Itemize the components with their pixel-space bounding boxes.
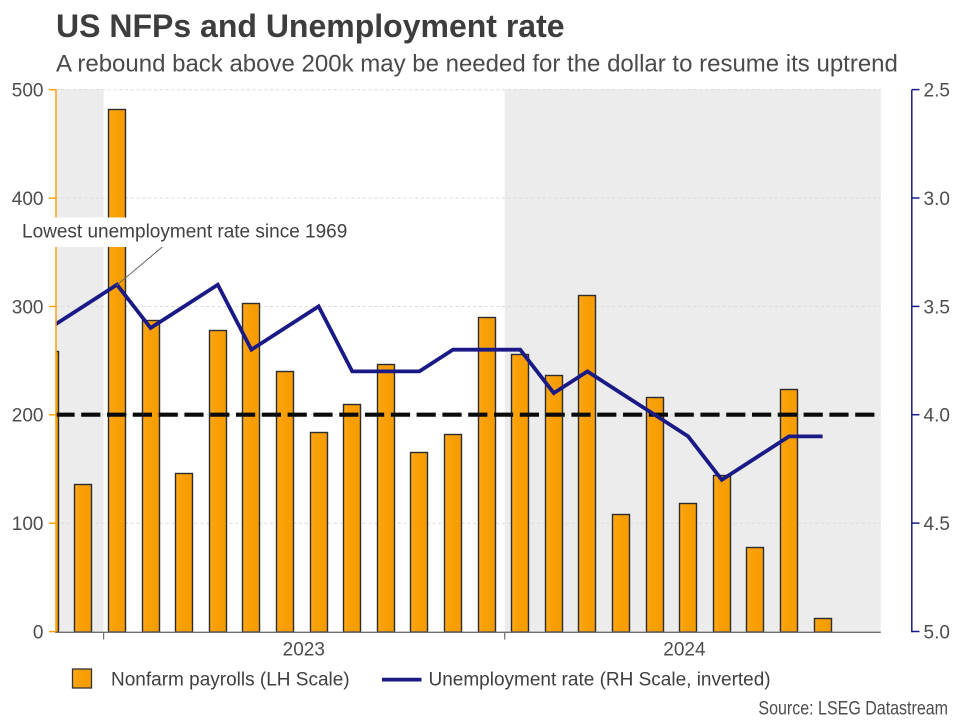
svg-text:Lowest unemployment rate since: Lowest unemployment rate since 1969 bbox=[22, 222, 347, 243]
svg-text:2024: 2024 bbox=[663, 640, 706, 661]
svg-text:5.0: 5.0 bbox=[924, 622, 950, 643]
svg-text:3.0: 3.0 bbox=[924, 189, 950, 210]
svg-text:0: 0 bbox=[33, 623, 44, 644]
svg-text:4.5: 4.5 bbox=[924, 514, 950, 535]
svg-text:500: 500 bbox=[12, 81, 44, 102]
svg-text:4.0: 4.0 bbox=[924, 406, 950, 427]
svg-text:2023: 2023 bbox=[283, 640, 325, 661]
svg-text:200: 200 bbox=[12, 406, 44, 427]
svg-text:A rebound back above 200k may: A rebound back above 200k may be needed … bbox=[56, 51, 898, 78]
svg-text:300: 300 bbox=[12, 297, 44, 318]
svg-text:100: 100 bbox=[12, 514, 44, 535]
svg-text:Source: LSEG Datastream: Source: LSEG Datastream bbox=[758, 697, 948, 719]
svg-text:Nonfarm payrolls (LH Scale): Nonfarm payrolls (LH Scale) bbox=[111, 669, 350, 690]
svg-text:US NFPs and Unemployment rate: US NFPs and Unemployment rate bbox=[56, 8, 565, 44]
svg-text:400: 400 bbox=[12, 189, 44, 210]
svg-text:2.5: 2.5 bbox=[924, 81, 950, 102]
svg-text:Unemployment rate (RH Scale, i: Unemployment rate (RH Scale, inverted) bbox=[429, 669, 771, 690]
svg-text:3.5: 3.5 bbox=[924, 297, 950, 318]
